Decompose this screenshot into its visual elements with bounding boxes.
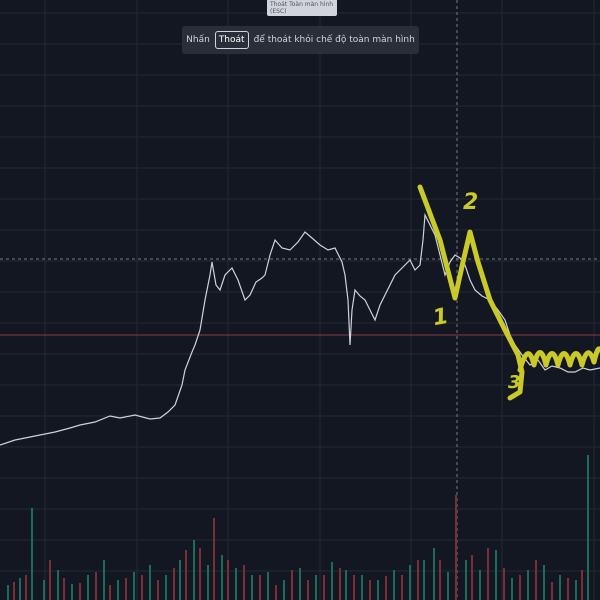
price-line: [0, 212, 600, 446]
tooltip-shortcut: (ESC): [270, 8, 287, 15]
annotation: 3: [508, 372, 521, 393]
fullscreen-notice: Nhấn Thoát để thoát khỏi chế độ toàn màn…: [182, 26, 419, 54]
volume-down: [13, 495, 583, 600]
exit-fullscreen-button[interactable]: Thoát: [214, 31, 249, 49]
notice-suffix: để thoát khỏi chế độ toàn màn hình: [253, 35, 415, 45]
notice-prefix: Nhấn: [186, 35, 210, 45]
volume-up: [7, 455, 589, 600]
annotation: 2: [463, 190, 479, 215]
fullscreen-tooltip: Thoát Toàn màn hình (ESC): [267, 0, 337, 16]
drawing: [417, 184, 600, 401]
tooltip-title: Thoát Toàn màn hình: [270, 1, 334, 8]
